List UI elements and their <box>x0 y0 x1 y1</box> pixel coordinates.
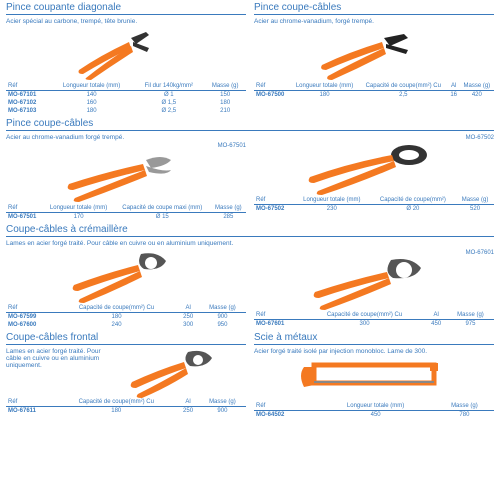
ratchet-cutter-icon <box>66 249 186 304</box>
plier-image <box>6 27 246 82</box>
title: Scie à métaux <box>254 332 494 345</box>
subtitle: Acier forgé traité isolé par injection m… <box>254 348 494 355</box>
ratchet-image-right <box>254 256 494 311</box>
frontal-cutter-icon <box>126 348 226 398</box>
title: Pince coupe-câbles <box>254 2 494 15</box>
frontal-cutter-image <box>106 348 246 398</box>
spec-table: RéfLongueur totale (mm)Capacité de coupe… <box>254 196 494 213</box>
subtitle: Lames en acier forgé traité. Pour câble … <box>6 348 102 396</box>
spec-table: RéfCapacité de coupe(mm²) CuAlMasse (g) … <box>6 304 246 329</box>
hacksaw-image <box>254 357 494 402</box>
subtitle: Acier au chrome-vanadium forgé trempé. <box>6 134 246 141</box>
diagonal-cutter-icon <box>71 30 181 80</box>
hacksaw-icon <box>294 357 454 402</box>
row-1: Pince coupante diagonale Acier spécial a… <box>6 2 494 118</box>
cable-cutter-image <box>254 27 494 82</box>
section-coupe-cables-1: Pince coupe-câbles Acier au chrome-vanad… <box>254 2 494 115</box>
cable-cutter-icon <box>314 30 434 80</box>
section-cremaillere: Coupe-câbles à crémaillère Lames en acie… <box>6 224 494 329</box>
spec-table: RéfCapacité de coupe(mm²) CuAlMasse (g) … <box>6 398 246 415</box>
section-scie: Scie à métaux Acier forgé traité isolé p… <box>254 332 494 419</box>
spec-table: RéfLongueur totale (mm)Capacité de coupe… <box>254 82 494 99</box>
cable-cutter-icon <box>61 152 191 202</box>
cable-cutter-large-icon <box>304 141 444 196</box>
title: Pince coupe-câbles <box>6 118 494 131</box>
subtitle: Lames en acier forgé traité. Pour câble … <box>6 240 494 247</box>
row-4: Coupe-câbles frontal Lames en acier forg… <box>6 332 494 422</box>
cutter-image-left <box>6 149 246 204</box>
title: Pince coupante diagonale <box>6 2 246 15</box>
subtitle: Acier au chrome-vanadium, forgé trempé. <box>254 18 494 25</box>
section-coupe-cables-2: Pince coupe-câbles Acier au chrome-vanad… <box>6 118 494 221</box>
cutter-image-right <box>254 141 494 196</box>
title: Coupe-câbles à crémaillère <box>6 224 494 237</box>
ratchet-image-left <box>6 249 246 304</box>
spec-table: RéfLongueur totale (mm)Fil dur 140kg/mm²… <box>6 82 246 115</box>
spec-table: RéfCapacité de coupe(mm²) CuAlMasse (g) … <box>254 311 494 328</box>
spec-table: RéfLongueur totale (mm)Masse (g) MO-6450… <box>254 402 494 419</box>
section-frontal: Coupe-câbles frontal Lames en acier forg… <box>6 332 246 419</box>
ratchet-cutter-large-icon <box>309 256 439 311</box>
section-diagonal: Pince coupante diagonale Acier spécial a… <box>6 2 246 115</box>
title: Coupe-câbles frontal <box>6 332 246 345</box>
spec-table: RéfLongueur totale (mm)Capacité de coupe… <box>6 204 246 221</box>
subtitle: Acier spécial au carbone, trempé, tête b… <box>6 18 246 25</box>
